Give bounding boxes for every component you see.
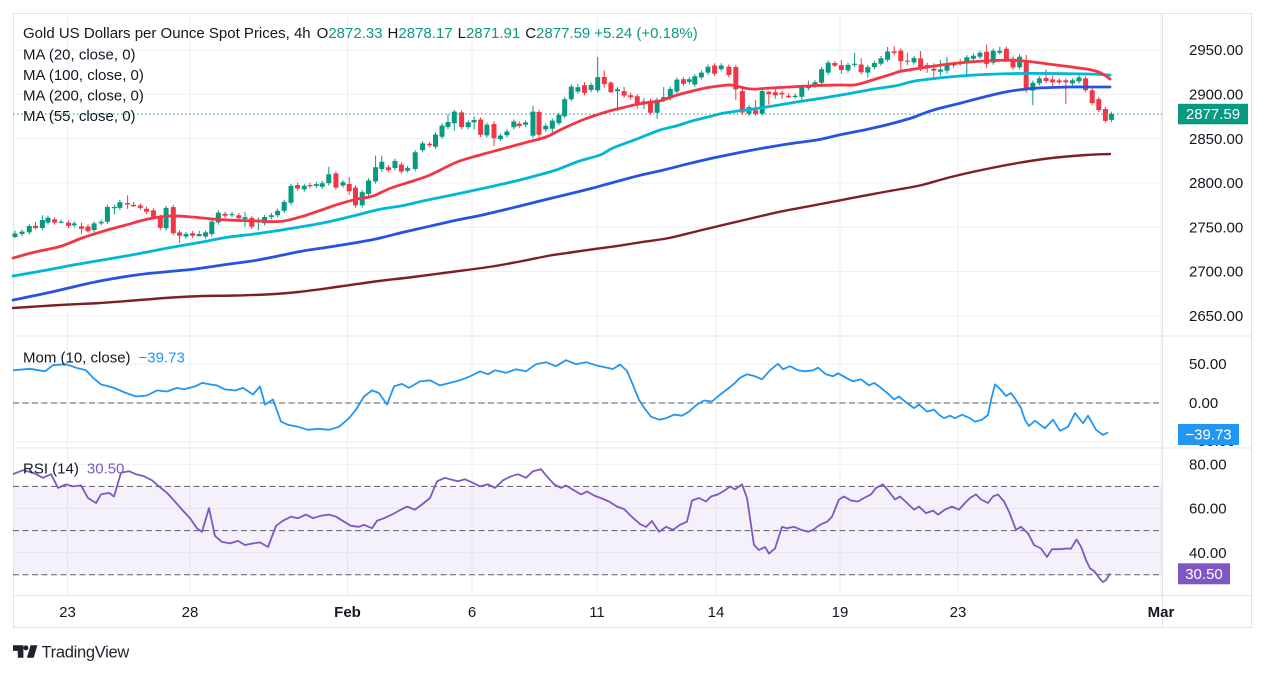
svg-text:60.00: 60.00 [1189, 501, 1227, 518]
svg-text:11: 11 [589, 604, 605, 621]
svg-text:Feb: Feb [334, 604, 361, 621]
svg-text:MA (55, close, 0): MA (55, close, 0) [23, 108, 136, 125]
svg-text:2650.00: 2650.00 [1189, 308, 1243, 325]
svg-text:50.00: 50.00 [1189, 356, 1227, 373]
svg-text:2950.00: 2950.00 [1189, 42, 1243, 59]
svg-text:Mar: Mar [1148, 604, 1175, 621]
svg-text:RSI (14)30.50: RSI (14) 30.50 [23, 461, 124, 478]
svg-text:19: 19 [832, 604, 849, 621]
svg-text:TradingView: TradingView [42, 644, 130, 662]
svg-text:30.50: 30.50 [1185, 566, 1223, 583]
svg-text:MA (200, close, 0): MA (200, close, 0) [23, 88, 144, 105]
svg-text:80.00: 80.00 [1189, 456, 1227, 473]
svg-text:28: 28 [182, 604, 199, 621]
svg-text:14: 14 [708, 604, 725, 621]
svg-text:MA (20, close, 0): MA (20, close, 0) [23, 47, 136, 64]
svg-text:Mom (10, close)−39.73: Mom (10, close) −39.73 [23, 350, 185, 367]
svg-text:−39.73: −39.73 [1185, 427, 1231, 444]
svg-text:6: 6 [468, 604, 476, 621]
svg-text:2800.00: 2800.00 [1189, 175, 1243, 192]
svg-text:23: 23 [59, 604, 76, 621]
svg-text:Gold US Dollars per Ounce Spot: Gold US Dollars per Ounce Spot Prices, 4… [23, 25, 698, 42]
svg-text:0.00: 0.00 [1189, 395, 1218, 412]
svg-text:2750.00: 2750.00 [1189, 219, 1243, 236]
svg-text:2877.59: 2877.59 [1186, 106, 1240, 123]
svg-text:40.00: 40.00 [1189, 545, 1227, 562]
svg-text:2900.00: 2900.00 [1189, 87, 1243, 104]
svg-text:2850.00: 2850.00 [1189, 131, 1243, 148]
svg-text:MA (100, close, 0): MA (100, close, 0) [23, 67, 144, 84]
svg-text:23: 23 [950, 604, 967, 621]
svg-text:2700.00: 2700.00 [1189, 264, 1243, 281]
